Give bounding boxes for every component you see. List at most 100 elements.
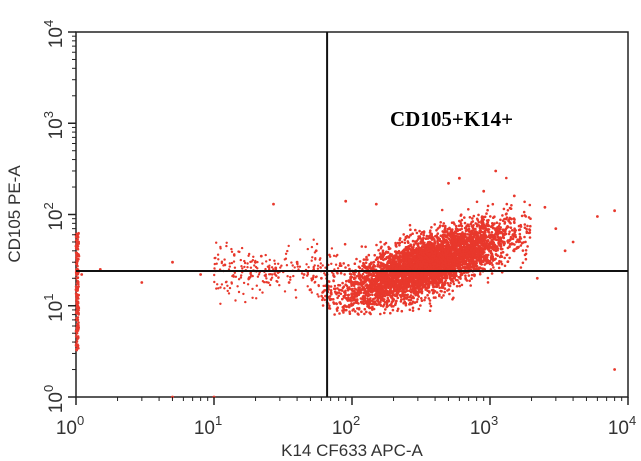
data-point — [456, 257, 459, 261]
data-point — [391, 275, 394, 278]
data-point — [377, 303, 380, 306]
data-point — [529, 224, 532, 228]
data-point — [456, 266, 460, 269]
data-point — [370, 277, 374, 281]
data-point — [421, 285, 424, 289]
data-point — [426, 283, 430, 287]
data-point — [353, 293, 357, 297]
data-point — [377, 289, 381, 293]
data-point — [520, 214, 524, 218]
data-point — [409, 228, 412, 231]
data-point — [510, 242, 514, 245]
data-point — [379, 254, 383, 258]
data-point — [451, 231, 455, 235]
data-point — [416, 298, 419, 301]
data-point — [465, 249, 469, 252]
data-point — [393, 250, 397, 253]
data-point — [396, 241, 400, 245]
data-point — [386, 296, 390, 300]
data-point — [464, 233, 467, 237]
data-point — [354, 291, 358, 295]
data-point — [378, 265, 382, 269]
data-point — [460, 253, 464, 256]
data-point — [362, 265, 366, 268]
data-point — [409, 298, 413, 302]
data-point — [478, 238, 481, 242]
data-point — [443, 287, 447, 290]
data-point — [418, 229, 421, 233]
data-point — [383, 257, 387, 261]
data-point — [404, 246, 408, 249]
data-point — [470, 273, 474, 277]
data-point — [379, 312, 382, 316]
data-point — [386, 251, 390, 254]
data-point — [449, 231, 453, 235]
data-point — [436, 250, 440, 253]
data-point — [487, 230, 490, 234]
data-point — [385, 263, 389, 267]
data-point — [348, 312, 352, 316]
data-point — [380, 280, 384, 284]
data-point — [460, 218, 464, 222]
data-point — [426, 289, 429, 293]
data-point — [411, 239, 415, 243]
data-point — [466, 233, 470, 236]
data-point — [458, 232, 461, 236]
data-point — [391, 308, 395, 312]
data-point — [448, 284, 452, 288]
data-point — [356, 293, 360, 296]
data-point — [449, 264, 452, 268]
data-point — [462, 238, 466, 241]
data-point — [396, 307, 400, 311]
data-point — [389, 278, 392, 282]
data-point — [404, 296, 407, 300]
data-point — [349, 298, 353, 302]
data-point — [508, 206, 512, 210]
data-point — [353, 287, 357, 290]
data-point — [394, 281, 398, 284]
data-point — [348, 305, 351, 309]
data-point — [449, 281, 452, 285]
data-point — [419, 275, 423, 278]
data-point — [451, 277, 454, 281]
data-point — [412, 296, 416, 300]
data-point — [343, 304, 347, 307]
data-point — [435, 229, 438, 232]
data-point — [376, 280, 379, 284]
data-point — [431, 247, 435, 250]
data-point — [366, 292, 370, 296]
data-point — [481, 217, 484, 220]
data-point — [439, 243, 443, 246]
data-point — [505, 202, 509, 206]
data-point — [452, 282, 456, 286]
data-point — [510, 204, 513, 207]
data-point — [487, 247, 491, 250]
data-point — [418, 236, 421, 239]
data-point — [475, 264, 479, 268]
data-point — [494, 245, 498, 249]
data-point — [428, 299, 432, 302]
data-point — [446, 289, 449, 292]
data-point — [498, 238, 502, 241]
data-point — [351, 309, 354, 312]
data-point — [430, 238, 434, 241]
data-point — [375, 243, 378, 247]
data-point — [480, 221, 483, 224]
data-point — [394, 261, 398, 265]
data-point — [468, 279, 472, 283]
data-point — [489, 215, 492, 218]
data-point — [494, 238, 498, 241]
data-point — [394, 294, 398, 298]
data-point — [404, 290, 408, 293]
data-point — [446, 242, 449, 245]
data-point — [443, 226, 447, 230]
data-point — [440, 258, 443, 261]
data-point — [485, 228, 489, 232]
data-point — [420, 287, 424, 291]
data-point — [450, 247, 453, 251]
data-point — [426, 293, 429, 297]
data-point — [411, 300, 415, 304]
data-point — [367, 278, 371, 281]
data-point — [347, 303, 351, 307]
data-point — [498, 259, 501, 263]
